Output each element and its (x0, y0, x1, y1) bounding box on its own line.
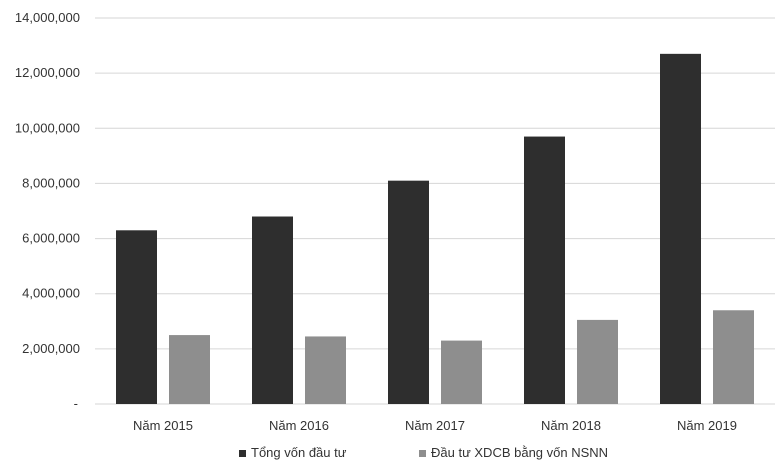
legend-label-tong-von: Tổng vốn đầu tư (251, 445, 347, 460)
bars (116, 53, 754, 405)
legend-item-tong-von: Tổng vốn đầu tư (239, 445, 347, 460)
bar-series1-cat3 (577, 319, 618, 404)
legend-item-dau-tu-xdcb: Đầu tư XDCB bằng vốn NSNN (419, 445, 608, 460)
y-tick-label-7: 14,000,000 (15, 10, 80, 25)
x-category-label-3: Năm 2018 (541, 418, 601, 433)
x-category-label-2: Năm 2017 (405, 418, 465, 433)
x-category-label-1: Năm 2016 (269, 418, 329, 433)
y-tick-label-1: 2,000,000 (22, 341, 80, 356)
bar-series1-cat0 (169, 335, 210, 404)
x-category-label-4: Năm 2019 (677, 418, 737, 433)
legend-swatch-dau-tu-xdcb (419, 450, 426, 457)
bar-series0-cat0 (116, 230, 157, 404)
bar-series0-cat3 (524, 136, 565, 405)
y-tick-label-5: 10,000,000 (15, 120, 80, 135)
y-tick-label-3: 6,000,000 (22, 231, 80, 246)
bar-series0-cat4 (660, 53, 701, 404)
bar-series1-cat1 (305, 336, 346, 404)
bar-series0-cat2 (388, 180, 429, 404)
y-tick-label-2: 4,000,000 (22, 286, 80, 301)
y-tick-label-6: 12,000,000 (15, 65, 80, 80)
legend-swatch-tong-von (239, 450, 246, 457)
bar-series1-cat2 (441, 340, 482, 404)
x-axis-category-labels: Năm 2015 Năm 2016 Năm 2017 Năm 2018 Năm 2019 (133, 418, 737, 433)
bar-series0-cat1 (252, 216, 293, 404)
legend-label-dau-tu-xdcb: Đầu tư XDCB bằng vốn NSNN (431, 445, 608, 460)
legend: Tổng vốn đầu tư Đầu tư XDCB bằng vốn NSN… (239, 445, 608, 460)
y-tick-label-0: - (74, 396, 78, 411)
y-axis-tick-labels: - 2,000,000 4,000,000 6,000,000 8,000,000 10,… (15, 10, 80, 411)
bar-series1-cat4 (713, 310, 754, 404)
y-tick-label-4: 8,000,000 (22, 175, 80, 190)
x-category-label-0: Năm 2015 (133, 418, 193, 433)
